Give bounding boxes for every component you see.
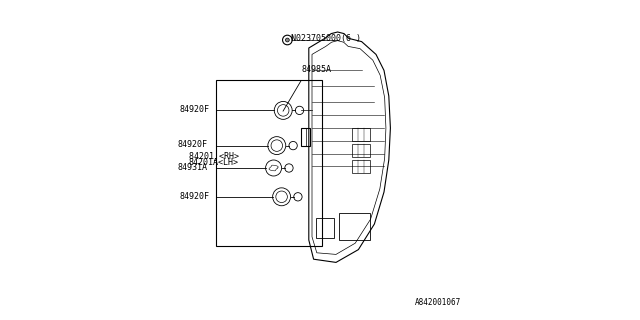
Text: 84201 <RH>: 84201 <RH> xyxy=(189,152,239,161)
Text: 84920F: 84920F xyxy=(179,105,209,114)
Circle shape xyxy=(285,38,289,42)
Text: N023705000(6 ): N023705000(6 ) xyxy=(291,34,361,43)
Text: 84920F: 84920F xyxy=(178,140,207,149)
Text: 84201A<LH>: 84201A<LH> xyxy=(189,158,239,167)
Text: 84985A: 84985A xyxy=(301,65,332,74)
Text: 84920F: 84920F xyxy=(179,192,209,201)
Text: A842001067: A842001067 xyxy=(415,298,461,307)
Text: 84931A: 84931A xyxy=(178,163,207,172)
